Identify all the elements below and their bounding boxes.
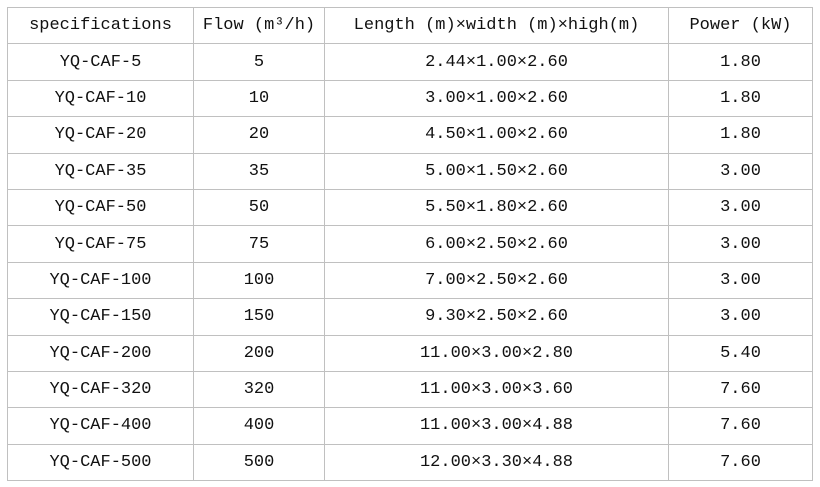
header-power: Power (kW) <box>668 6 813 45</box>
cell-flow: 5 <box>193 43 325 81</box>
table-row: YQ-CAF-200 200 11.00×3.00×2.80 5.40 <box>7 334 813 372</box>
table-row: YQ-CAF-75 75 6.00×2.50×2.60 3.00 <box>7 225 813 263</box>
cell-power: 7.60 <box>668 407 813 445</box>
cell-dimensions: 6.00×2.50×2.60 <box>324 225 669 263</box>
cell-model: YQ-CAF-35 <box>7 152 194 190</box>
cell-dimensions: 11.00×3.00×2.80 <box>324 334 669 372</box>
table-row: YQ-CAF-5 5 2.44×1.00×2.60 1.80 <box>7 43 813 81</box>
cell-flow: 75 <box>193 225 325 263</box>
table-row: YQ-CAF-100 100 7.00×2.50×2.60 3.00 <box>7 261 813 300</box>
header-flow: Flow (m³/h) <box>193 6 325 45</box>
cell-model: YQ-CAF-400 <box>7 407 194 445</box>
cell-model: YQ-CAF-5 <box>7 43 194 81</box>
cell-model: YQ-CAF-20 <box>7 116 194 154</box>
cell-flow: 500 <box>193 443 325 482</box>
cell-flow: 10 <box>193 79 325 118</box>
cell-model: YQ-CAF-320 <box>7 370 194 409</box>
cell-power: 7.60 <box>668 443 813 482</box>
cell-flow: 150 <box>193 298 325 336</box>
cell-power: 1.80 <box>668 79 813 118</box>
cell-model: YQ-CAF-200 <box>7 334 194 372</box>
cell-flow: 100 <box>193 261 325 300</box>
cell-model: YQ-CAF-50 <box>7 188 194 227</box>
cell-power: 7.60 <box>668 370 813 409</box>
cell-power: 3.00 <box>668 188 813 227</box>
cell-dimensions: 5.50×1.80×2.60 <box>324 188 669 227</box>
table-row: YQ-CAF-35 35 5.00×1.50×2.60 3.00 <box>7 152 813 190</box>
cell-flow: 20 <box>193 116 325 154</box>
cell-flow: 320 <box>193 370 325 409</box>
table-row: YQ-CAF-400 400 11.00×3.00×4.88 7.60 <box>7 407 813 445</box>
cell-dimensions: 2.44×1.00×2.60 <box>324 43 669 81</box>
cell-dimensions: 4.50×1.00×2.60 <box>324 116 669 154</box>
cell-model: YQ-CAF-100 <box>7 261 194 300</box>
cell-dimensions: 9.30×2.50×2.60 <box>324 298 669 336</box>
cell-dimensions: 12.00×3.30×4.88 <box>324 443 669 482</box>
cell-model: YQ-CAF-75 <box>7 225 194 263</box>
cell-flow: 50 <box>193 188 325 227</box>
cell-dimensions: 11.00×3.00×4.88 <box>324 407 669 445</box>
table-row: YQ-CAF-50 50 5.50×1.80×2.60 3.00 <box>7 188 813 227</box>
table-row: YQ-CAF-150 150 9.30×2.50×2.60 3.00 <box>7 298 813 336</box>
header-dimensions: Length (m)×width (m)×high(m) <box>324 6 669 45</box>
cell-model: YQ-CAF-10 <box>7 79 194 118</box>
cell-power: 3.00 <box>668 298 813 336</box>
table-row: YQ-CAF-10 10 3.00×1.00×2.60 1.80 <box>7 79 813 118</box>
cell-model: YQ-CAF-150 <box>7 298 194 336</box>
cell-dimensions: 7.00×2.50×2.60 <box>324 261 669 300</box>
cell-flow: 35 <box>193 152 325 190</box>
table-row: YQ-CAF-500 500 12.00×3.30×4.88 7.60 <box>7 443 813 482</box>
cell-dimensions: 3.00×1.00×2.60 <box>324 79 669 118</box>
cell-dimensions: 11.00×3.00×3.60 <box>324 370 669 409</box>
header-specifications: specifications <box>7 6 194 45</box>
cell-flow: 400 <box>193 407 325 445</box>
cell-power: 1.80 <box>668 43 813 81</box>
header-row: specifications Flow (m³/h) Length (m)×wi… <box>7 6 813 45</box>
table-row: YQ-CAF-20 20 4.50×1.00×2.60 1.80 <box>7 116 813 154</box>
cell-power: 5.40 <box>668 334 813 372</box>
specifications-table: specifications Flow (m³/h) Length (m)×wi… <box>7 6 813 482</box>
cell-dimensions: 5.00×1.50×2.60 <box>324 152 669 190</box>
cell-model: YQ-CAF-500 <box>7 443 194 482</box>
cell-power: 3.00 <box>668 261 813 300</box>
cell-power: 3.00 <box>668 225 813 263</box>
cell-power: 3.00 <box>668 152 813 190</box>
cell-power: 1.80 <box>668 116 813 154</box>
table-row: YQ-CAF-320 320 11.00×3.00×3.60 7.60 <box>7 370 813 409</box>
cell-flow: 200 <box>193 334 325 372</box>
